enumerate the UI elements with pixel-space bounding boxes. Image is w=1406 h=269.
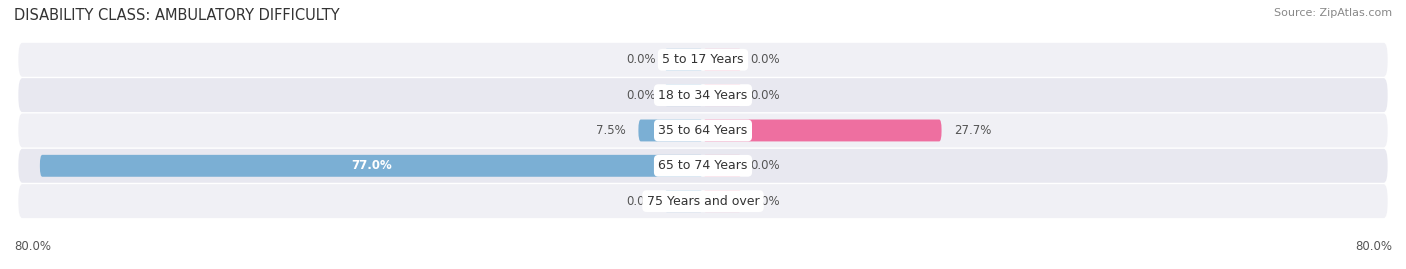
Text: DISABILITY CLASS: AMBULATORY DIFFICULTY: DISABILITY CLASS: AMBULATORY DIFFICULTY [14, 8, 340, 23]
Text: 0.0%: 0.0% [626, 195, 655, 208]
Text: 0.0%: 0.0% [626, 89, 655, 102]
FancyBboxPatch shape [703, 49, 742, 71]
FancyBboxPatch shape [664, 49, 703, 71]
FancyBboxPatch shape [703, 84, 742, 106]
Text: 65 to 74 Years: 65 to 74 Years [658, 159, 748, 172]
FancyBboxPatch shape [664, 190, 703, 212]
FancyBboxPatch shape [18, 149, 1388, 183]
Text: 35 to 64 Years: 35 to 64 Years [658, 124, 748, 137]
Text: 0.0%: 0.0% [751, 159, 780, 172]
Text: 0.0%: 0.0% [751, 89, 780, 102]
Text: 80.0%: 80.0% [14, 240, 51, 253]
Text: 5 to 17 Years: 5 to 17 Years [662, 53, 744, 66]
FancyBboxPatch shape [18, 78, 1388, 112]
FancyBboxPatch shape [664, 84, 703, 106]
FancyBboxPatch shape [703, 119, 942, 141]
Text: Source: ZipAtlas.com: Source: ZipAtlas.com [1274, 8, 1392, 18]
Text: 75 Years and over: 75 Years and over [647, 195, 759, 208]
FancyBboxPatch shape [703, 190, 742, 212]
Text: 77.0%: 77.0% [352, 159, 392, 172]
Text: 0.0%: 0.0% [751, 53, 780, 66]
Text: 7.5%: 7.5% [596, 124, 626, 137]
Text: 0.0%: 0.0% [751, 195, 780, 208]
FancyBboxPatch shape [18, 184, 1388, 218]
Text: 0.0%: 0.0% [626, 53, 655, 66]
FancyBboxPatch shape [703, 155, 742, 177]
Text: 18 to 34 Years: 18 to 34 Years [658, 89, 748, 102]
FancyBboxPatch shape [18, 43, 1388, 77]
FancyBboxPatch shape [638, 119, 703, 141]
Text: 80.0%: 80.0% [1355, 240, 1392, 253]
FancyBboxPatch shape [39, 155, 703, 177]
FancyBboxPatch shape [18, 114, 1388, 147]
Text: 27.7%: 27.7% [955, 124, 991, 137]
